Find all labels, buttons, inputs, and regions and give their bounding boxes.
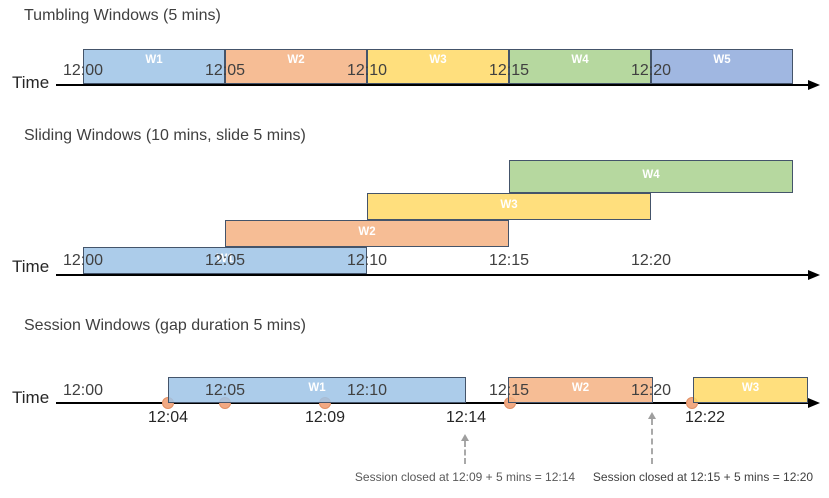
- tumbling-window-box-w1: [83, 49, 225, 84]
- session-annotation-text: Session closed at 12:09 + 5 mins = 12:14: [354, 470, 576, 484]
- tumbling-tick-label: 12:00: [62, 62, 104, 79]
- session-dashed-arrow-line: [464, 441, 466, 464]
- tumbling-tick-label: 12:05: [204, 62, 246, 79]
- sliding-time-axis-label: Time: [12, 257, 50, 276]
- sliding-window-box-w2: [225, 220, 509, 247]
- sliding-tick-label: 12:10: [346, 252, 388, 269]
- session-window-label-w1: W1: [308, 382, 326, 394]
- tumbling-time-axis: [56, 84, 810, 86]
- session-event-time-label: 12:14: [445, 409, 487, 426]
- tumbling-section-title: Tumbling Windows (5 mins): [24, 7, 221, 24]
- sliding-time-axis: [56, 274, 810, 276]
- sliding-tick-label: 12:20: [630, 252, 672, 269]
- tumbling-window-box-w2: [225, 49, 367, 84]
- sliding-window-box-w4: [509, 160, 793, 193]
- session-tick-label: 12:05: [204, 382, 246, 399]
- session-window-box-w1: [168, 377, 466, 403]
- tumbling-tick-label: 12:20: [630, 62, 672, 79]
- sliding-section-title: Sliding Windows (10 mins, slide 5 mins): [24, 127, 306, 144]
- tumbling-window-label-w1: W1: [145, 54, 163, 66]
- sliding-tick-label: 12:05: [204, 252, 246, 269]
- session-annotation-text: Session closed at 12:15 + 5 mins = 12:20: [592, 470, 814, 484]
- session-dashed-arrow-head-icon: [648, 412, 656, 419]
- tumbling-window-label-w5: W5: [713, 54, 731, 66]
- session-axis-arrowhead-icon: [808, 398, 820, 408]
- sliding-axis-arrowhead-icon: [808, 270, 820, 280]
- session-event-time-label: 12:09: [304, 409, 346, 426]
- session-window-box-w2: [508, 377, 653, 403]
- tumbling-window-label-w3: W3: [429, 54, 447, 66]
- session-window-label-w3: W3: [741, 382, 760, 394]
- session-event-time-label: 12:04: [147, 409, 189, 426]
- sliding-window-label-w2: W2: [358, 226, 376, 238]
- session-dashed-arrow-line: [651, 419, 653, 464]
- session-dashed-arrow-head-icon: [461, 434, 469, 441]
- session-time-axis: [56, 402, 810, 404]
- tumbling-tick-label: 12:15: [488, 62, 530, 79]
- session-window-box-w3: [693, 377, 808, 403]
- tumbling-tick-label: 12:10: [346, 62, 388, 79]
- sliding-window-label-w3: W3: [500, 199, 518, 211]
- tumbling-window-box-w4: [509, 49, 651, 84]
- tumbling-window-label-w4: W4: [571, 54, 589, 66]
- tumbling-window-box-w5: [651, 49, 793, 84]
- session-event-time-label: 12:22: [684, 409, 726, 426]
- sliding-window-label-w4: W4: [642, 169, 660, 181]
- session-window-label-w2: W2: [571, 382, 590, 394]
- sliding-window-box-w1: [83, 247, 367, 274]
- sliding-window-box-w3: [367, 193, 651, 220]
- sliding-window-label-w1: W1: [216, 253, 234, 265]
- tumbling-window-box-w3: [367, 49, 509, 84]
- sliding-tick-label: 12:15: [488, 252, 530, 269]
- session-tick-label: 12:10: [346, 382, 388, 399]
- tumbling-axis-arrowhead-icon: [808, 80, 820, 90]
- session-tick-label: 12:00: [62, 382, 104, 399]
- session-time-axis-label: Time: [12, 388, 50, 407]
- session-tick-label: 12:15: [488, 382, 530, 399]
- tumbling-time-axis-label: Time: [12, 73, 50, 92]
- session-section-title: Session Windows (gap duration 5 mins): [24, 317, 306, 334]
- sliding-tick-label: 12:00: [62, 252, 104, 269]
- tumbling-window-label-w2: W2: [287, 54, 305, 66]
- session-tick-label: 12:20: [630, 382, 672, 399]
